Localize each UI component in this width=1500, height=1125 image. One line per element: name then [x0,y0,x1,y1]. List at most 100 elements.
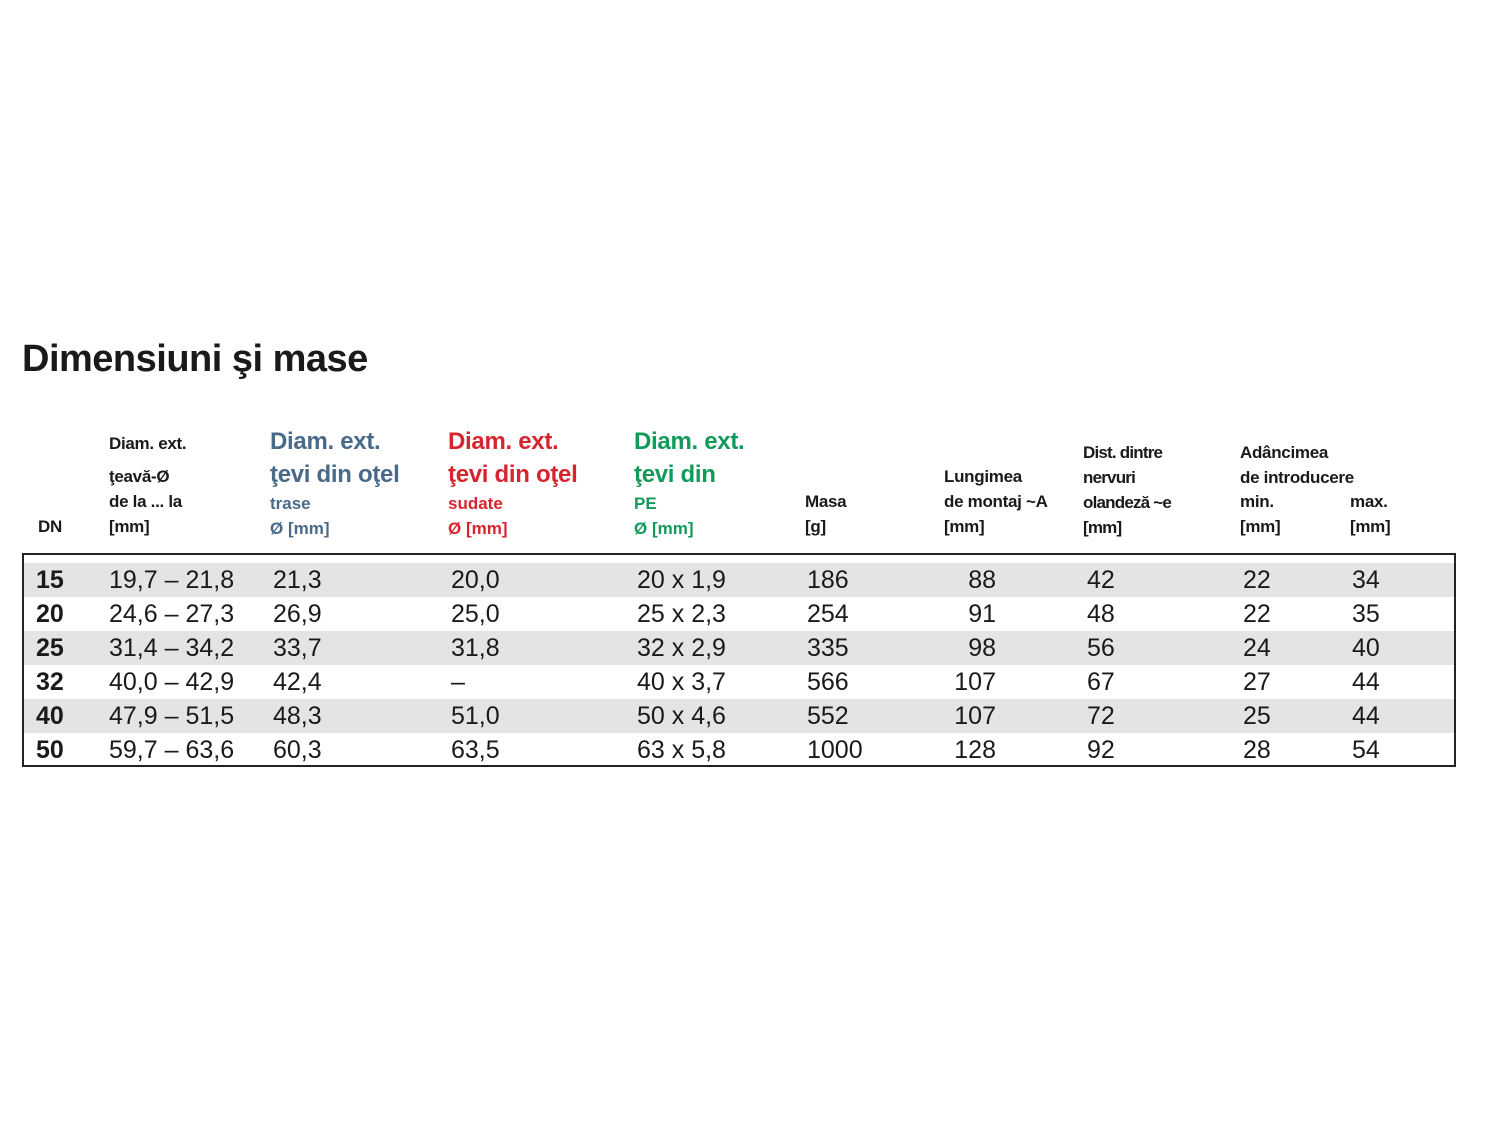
table-row: 15 19,7 – 21,8 21,3 20,0 20 x 1,9 186 88 42 22 34 [24,563,1454,597]
header-dn: DN [38,514,62,539]
header-steel-drawn-line1: Diam. ext. [270,428,381,455]
cell-mass: 566 [807,668,849,696]
cell-steel-welded: 20,0 [451,566,500,594]
cell-depth-max: 40 [1352,634,1380,662]
header-length-unit: [mm] [944,517,985,536]
cell-pipe-range: 59,7 – 63,6 [109,736,235,764]
header-mass: Masa [g] [805,489,847,539]
header-mass-label: Masa [805,492,847,511]
cell-pipe-range: 47,9 – 51,5 [109,702,235,730]
cell-depth-min: 27 [1243,668,1271,696]
table-row: 32 40,0 – 42,9 42,4 – 40 x 3,7 566 107 67 27 44 [24,665,1454,699]
header-pe: Diam. ext. ţevi din PE Ø [mm] [634,425,745,541]
cell-distance: 56 [1087,634,1115,662]
cell-steel-welded: 25,0 [451,600,500,628]
header-steel-drawn-unit: Ø [mm] [270,519,330,538]
cell-pipe-range: 31,4 – 34,2 [109,634,235,662]
cell-pe: 50 x 4,6 [637,702,726,730]
table-row: 40 47,9 – 51,5 48,3 51,0 50 x 4,6 552 107 72 25 4… [24,699,1454,733]
cell-mass: 1000 [807,736,863,764]
header-steel-welded-line1: Diam. ext. [448,428,559,455]
cell-distance: 48 [1087,600,1115,628]
dimensions-table: 15 19,7 – 21,8 21,3 20,0 20 x 1,9 186 88 42 22 34… [22,553,1456,767]
header-pipe-unit: [mm] [109,517,150,536]
cell-length: 128 [954,736,996,764]
cell-dn: 50 [36,736,64,764]
cell-mass: 186 [807,566,849,594]
cell-steel-welded: 31,8 [451,634,500,662]
header-pe-unit: Ø [mm] [634,519,694,538]
cell-pipe-range: 19,7 – 21,8 [109,566,235,594]
cell-depth-min: 22 [1243,600,1271,628]
page-title: Dimensiuni şi mase [22,338,368,380]
cell-depth-max: 34 [1352,566,1380,594]
cell-pe: 25 x 2,3 [637,600,726,628]
header-pe-line3: PE [634,494,657,513]
cell-pe: 20 x 1,9 [637,566,726,594]
table-row: 20 24,6 – 27,3 26,9 25,0 25 x 2,3 254 91 48 22 35 [24,597,1454,631]
cell-mass: 335 [807,634,849,662]
cell-distance: 42 [1087,566,1115,594]
cell-steel-welded: 63,5 [451,736,500,764]
table-row: 50 59,7 – 63,6 60,3 63,5 63 x 5,8 1000 128 92 28… [24,733,1454,767]
cell-depth-min: 25 [1243,702,1271,730]
cell-steel-drawn: 42,4 [273,668,322,696]
cell-pipe-range: 24,6 – 27,3 [109,600,235,628]
header-steel-welded: Diam. ext. ţevi din oţel sudate Ø [mm] [448,425,578,541]
header-steel-drawn-line2: ţevi din oţel [270,461,400,488]
cell-pe: 40 x 3,7 [637,668,726,696]
header-steel-welded-unit: Ø [mm] [448,519,508,538]
cell-mass: 552 [807,702,849,730]
cell-depth-min: 24 [1243,634,1271,662]
header-distance-line3: olandeză ~e [1083,493,1172,512]
cell-distance: 67 [1087,668,1115,696]
header-pipe-line3: de la ... la [109,492,182,511]
cell-depth-max: 35 [1352,600,1380,628]
header-pipe-line1: Diam. ext. [109,434,187,453]
cell-dn: 32 [36,668,64,696]
header-length-line2: de montaj ~A [944,492,1048,511]
header-depth: Adâncimea de introducere [1240,440,1354,490]
cell-dn: 25 [36,634,64,662]
cell-steel-drawn: 60,3 [273,736,322,764]
cell-length: 107 [954,702,996,730]
cell-steel-drawn: 21,3 [273,566,322,594]
cell-depth-max: 44 [1352,668,1380,696]
header-steel-drawn-line3: trase [270,494,311,513]
cell-depth-max: 54 [1352,736,1380,764]
cell-distance: 72 [1087,702,1115,730]
cell-distance: 92 [1087,736,1115,764]
header-distance-line2: nervuri [1083,468,1136,487]
cell-length: 107 [954,668,996,696]
header-depth-min: min. [mm] [1240,489,1281,539]
header-distance-line1: Dist. dintre [1083,443,1163,462]
header-depth-line1: Adâncimea [1240,443,1329,462]
cell-dn: 20 [36,600,64,628]
header-steel-welded-line2: ţevi din oţel [448,461,578,488]
cell-dn: 15 [36,566,64,594]
cell-pe: 32 x 2,9 [637,634,726,662]
cell-steel-drawn: 48,3 [273,702,322,730]
cell-steel-welded: 51,0 [451,702,500,730]
header-distance: Dist. dintre nervuri olandeză ~e [mm] [1083,440,1172,540]
header-steel-welded-line3: sudate [448,494,503,513]
header-depth-max-unit: [mm] [1350,517,1391,536]
header-mass-unit: [g] [805,517,826,536]
cell-depth-min: 28 [1243,736,1271,764]
cell-mass: 254 [807,600,849,628]
header-pe-line2: ţevi din [634,461,716,488]
header-depth-line2: de introducere [1240,468,1354,487]
cell-pe: 63 x 5,8 [637,736,726,764]
cell-steel-drawn: 33,7 [273,634,322,662]
cell-length: 98 [968,634,996,662]
header-pipe-diameter: Diam. ext. ţeavă-Ø de la ... la [mm] [109,431,187,539]
header-pipe-line2: ţeavă-Ø [109,467,170,486]
header-depth-min-label: min. [1240,492,1274,511]
table-row: 25 31,4 – 34,2 33,7 31,8 32 x 2,9 335 98 56 24 40 [24,631,1454,665]
header-dn-label: DN [38,517,62,536]
header-pe-line1: Diam. ext. [634,428,745,455]
header-length: Lungimea de montaj ~A [mm] [944,464,1048,539]
cell-length: 91 [968,600,996,628]
cell-length: 88 [968,566,996,594]
cell-pipe-range: 40,0 – 42,9 [109,668,235,696]
